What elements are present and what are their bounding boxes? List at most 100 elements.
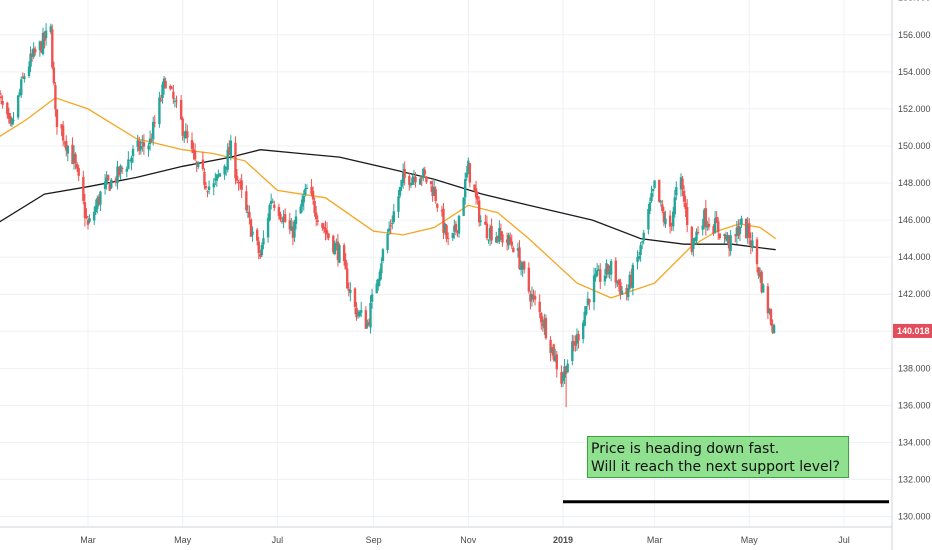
price-tick-label: 142.000 [898, 289, 931, 299]
candle-up [128, 159, 132, 161]
candle-down [766, 286, 770, 314]
candle-up [161, 84, 164, 99]
candle-up [392, 211, 396, 223]
candle-up [38, 41, 42, 50]
candle-down [724, 235, 728, 240]
time-tick-label: Mar [647, 535, 663, 545]
candle-down [240, 180, 243, 190]
candle-down [456, 230, 459, 233]
price-tick-label: 146.000 [898, 215, 931, 225]
candle-up [224, 166, 228, 169]
candle-up [642, 232, 645, 241]
candle-up [32, 48, 35, 57]
candle-up [422, 168, 425, 178]
candle-down [248, 212, 251, 218]
candle-down [661, 204, 664, 211]
candle-down [235, 175, 239, 181]
candle-down [0, 90, 1, 95]
candle-down [164, 80, 167, 89]
candle-up [262, 238, 265, 245]
candle-down [552, 344, 555, 360]
candle-down [82, 176, 85, 201]
price-tick-label: 158.000 [898, 0, 931, 3]
candle-down [336, 241, 340, 260]
candle-down [314, 212, 318, 220]
candle-up [16, 95, 20, 118]
last-price-box [893, 323, 932, 338]
candle-up [299, 206, 302, 214]
candle-up [229, 140, 233, 157]
candle-up [768, 310, 771, 313]
candle-up [735, 227, 739, 237]
candle-up [212, 183, 215, 188]
candle-down [51, 29, 54, 68]
time-tick-label: Jul [272, 535, 284, 545]
candle-up [597, 269, 600, 271]
candle-down [715, 217, 718, 223]
price-tick-label: 150.000 [898, 141, 931, 151]
candle-up [214, 178, 217, 181]
candle-up [519, 266, 523, 270]
candle-down [682, 190, 686, 202]
candle-down [510, 241, 513, 246]
candle-up [401, 171, 405, 184]
candle-up [369, 302, 372, 328]
candle-up [639, 245, 642, 256]
candle-down [685, 206, 689, 226]
candle-up [498, 228, 501, 242]
candle-up [695, 231, 698, 241]
candle-up [586, 298, 590, 305]
candle-up [400, 180, 403, 187]
candle-down [477, 200, 481, 223]
candle-up [158, 97, 161, 125]
candle-up [648, 202, 652, 212]
candle-up [290, 226, 293, 231]
candle-up [675, 187, 678, 196]
candle-down [434, 189, 437, 202]
candle-up [706, 225, 709, 228]
candle-down [364, 310, 368, 329]
candle-up [453, 225, 456, 232]
candle-down [311, 191, 315, 200]
candle-down [259, 253, 262, 257]
candle-down [21, 76, 25, 78]
candle-down [496, 236, 500, 239]
candle-down [625, 288, 628, 295]
candle-down [170, 87, 174, 89]
moving-averages [0, 97, 777, 299]
candle-up [398, 186, 402, 196]
candle-down [658, 179, 661, 202]
candle-up [746, 224, 749, 237]
candle-down [538, 301, 541, 313]
candle-up [386, 234, 389, 250]
candle-up [411, 177, 414, 185]
price-tick-label: 132.000 [898, 475, 931, 485]
candle-down [313, 201, 316, 214]
candle-down [355, 307, 358, 318]
candle-down [310, 187, 313, 194]
candle-down [43, 32, 46, 41]
candle-down [431, 186, 434, 197]
candle-up [131, 148, 135, 157]
candle-down [749, 240, 753, 246]
candle-up [304, 188, 307, 195]
candle-down [279, 213, 282, 220]
candle-down [540, 313, 543, 323]
candle-up [628, 274, 631, 289]
candle-down [169, 85, 172, 89]
candle-up [647, 209, 650, 230]
candle-up [294, 216, 298, 224]
time-tick-label: May [174, 535, 192, 545]
candle-down [684, 203, 687, 210]
candle-down [172, 91, 175, 99]
candle-up [380, 263, 383, 274]
candle-down [71, 144, 74, 164]
candle-up [293, 221, 296, 238]
time-tick-label: May [741, 535, 759, 545]
candle-down [527, 267, 531, 292]
candle-up [20, 79, 23, 96]
candle-down [574, 343, 577, 346]
time-tick-label: Mar [80, 535, 96, 545]
candle-down [277, 207, 281, 217]
candle-up [751, 240, 754, 249]
